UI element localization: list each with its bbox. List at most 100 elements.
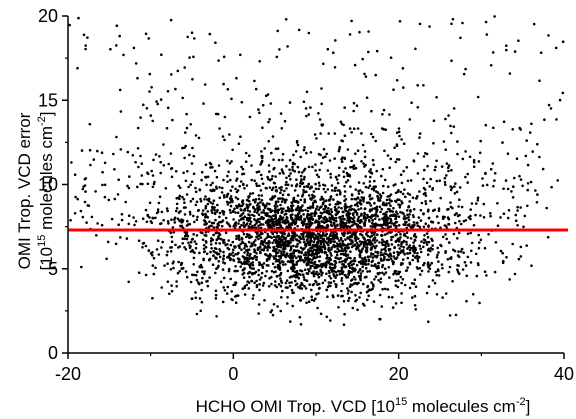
data-point	[381, 191, 385, 195]
data-point	[296, 165, 300, 169]
data-point	[406, 179, 410, 183]
data-point	[314, 163, 317, 166]
data-point	[458, 198, 461, 201]
data-point	[402, 249, 405, 252]
data-point	[245, 283, 249, 287]
data-point	[483, 246, 487, 250]
data-point	[190, 162, 194, 165]
data-point	[255, 184, 259, 188]
data-point	[301, 209, 305, 212]
data-point	[262, 249, 266, 252]
data-point	[151, 264, 155, 267]
data-point	[113, 168, 116, 171]
data-point	[440, 263, 444, 266]
data-point	[302, 190, 306, 194]
data-point	[151, 216, 154, 220]
data-point	[420, 201, 424, 205]
data-point	[307, 194, 311, 197]
data-point	[371, 158, 375, 162]
data-point	[184, 270, 188, 273]
data-point	[354, 166, 358, 170]
data-point	[323, 279, 327, 282]
data-point	[335, 233, 338, 236]
data-point	[277, 197, 280, 200]
data-point	[381, 271, 384, 275]
data-point	[315, 137, 318, 140]
data-point	[269, 215, 272, 218]
data-point	[394, 199, 397, 203]
data-point	[343, 134, 347, 137]
data-point	[535, 201, 539, 204]
data-point	[206, 202, 210, 206]
data-point	[347, 215, 351, 218]
data-point	[248, 264, 252, 267]
data-point	[437, 251, 440, 254]
data-point	[304, 208, 307, 212]
data-point	[394, 183, 397, 186]
data-point	[505, 255, 508, 259]
data-point	[390, 209, 393, 213]
data-point	[317, 208, 321, 211]
data-point	[215, 225, 218, 229]
data-point	[345, 213, 349, 217]
data-point	[538, 155, 541, 159]
data-point	[276, 219, 279, 222]
data-point	[73, 173, 77, 176]
data-point	[166, 262, 169, 266]
data-point	[201, 276, 204, 280]
data-point	[427, 266, 430, 269]
data-point	[291, 204, 295, 207]
data-point	[318, 168, 322, 172]
data-point	[389, 217, 393, 221]
data-point	[267, 225, 270, 229]
data-point	[450, 186, 454, 189]
data-point	[329, 212, 332, 216]
data-point	[324, 155, 327, 158]
data-point	[408, 244, 412, 247]
data-point	[472, 160, 476, 164]
data-point	[277, 158, 281, 162]
data-point	[306, 272, 310, 276]
data-point	[380, 207, 384, 211]
data-point	[136, 147, 140, 150]
data-point	[405, 240, 408, 244]
data-point	[258, 278, 262, 281]
data-point	[416, 224, 420, 227]
data-point	[369, 255, 372, 258]
data-point	[329, 208, 333, 211]
data-point	[375, 244, 378, 248]
data-point	[149, 114, 153, 117]
data-point	[188, 56, 191, 59]
data-point	[460, 247, 464, 251]
data-point	[294, 283, 298, 287]
data-point	[159, 171, 162, 175]
data-point	[395, 233, 399, 236]
data-point	[314, 234, 318, 237]
data-point	[383, 257, 386, 261]
data-point	[217, 235, 220, 238]
data-point	[310, 295, 314, 299]
data-point	[184, 206, 187, 209]
data-point	[203, 83, 207, 86]
data-point	[314, 279, 317, 283]
data-point	[352, 101, 356, 105]
data-point	[297, 28, 301, 32]
data-point	[177, 211, 181, 214]
data-point	[418, 132, 422, 135]
data-point	[204, 204, 208, 208]
data-point	[345, 258, 348, 262]
data-point	[279, 207, 283, 210]
data-point	[384, 245, 388, 248]
data-point	[100, 223, 104, 227]
data-point	[358, 240, 362, 243]
data-point	[419, 208, 423, 212]
data-point	[278, 244, 281, 247]
data-point	[177, 184, 180, 188]
data-point	[338, 272, 342, 276]
data-point	[103, 195, 107, 199]
data-point	[320, 234, 324, 238]
data-point	[328, 271, 331, 275]
data-point	[499, 249, 503, 253]
data-point	[319, 269, 323, 273]
data-point	[83, 200, 87, 204]
